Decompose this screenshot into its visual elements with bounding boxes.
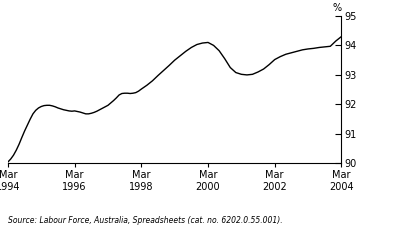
Text: %: %	[332, 3, 341, 13]
Text: Source: Labour Force, Australia, Spreadsheets (cat. no. 6202.0.55.001).: Source: Labour Force, Australia, Spreads…	[8, 216, 283, 225]
